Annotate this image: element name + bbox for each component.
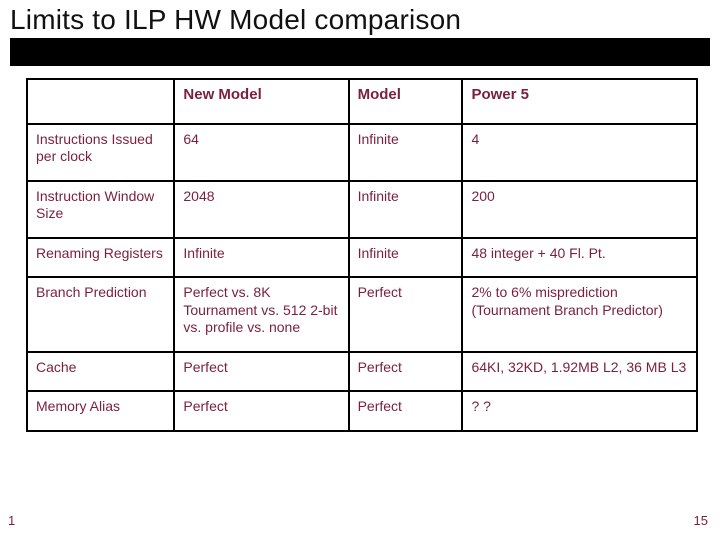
col-header-model: Model xyxy=(349,79,463,124)
cell: 200 xyxy=(462,181,697,238)
cell: 2048 xyxy=(174,181,348,238)
col-header-power5: Power 5 xyxy=(462,79,697,124)
col-header-new-model: New Model xyxy=(174,79,348,124)
cell: Perfect xyxy=(174,391,348,431)
table-row: Instruction Window Size 2048 Infinite 20… xyxy=(27,181,697,238)
row-label: Cache xyxy=(27,352,174,392)
row-label: Memory Alias xyxy=(27,391,174,431)
cell: 64 xyxy=(174,124,348,181)
cell: Perfect xyxy=(349,391,463,431)
cell: 2% to 6% misprediction (Tournament Branc… xyxy=(462,277,697,352)
title-area: Limits to ILP HW Model comparison xyxy=(0,0,720,66)
table-row: Instructions Issued per clock 64 Infinit… xyxy=(27,124,697,181)
cell: 64KI, 32KD, 1.92MB L2, 36 MB L3 xyxy=(462,352,697,392)
table-row: Renaming Registers Infinite Infinite 48 … xyxy=(27,238,697,278)
cell: Infinite xyxy=(349,181,463,238)
cell: 4 xyxy=(462,124,697,181)
comparison-table: New Model Model Power 5 Instructions Iss… xyxy=(26,78,698,432)
cell: Infinite xyxy=(349,124,463,181)
cell: Infinite xyxy=(174,238,348,278)
comparison-table-wrap: New Model Model Power 5 Instructions Iss… xyxy=(0,66,720,432)
page-title: Limits to ILP HW Model comparison xyxy=(10,4,710,38)
row-label: Renaming Registers xyxy=(27,238,174,278)
cell: Infinite xyxy=(349,238,463,278)
col-header-blank xyxy=(27,79,174,124)
cell: Perfect xyxy=(349,352,463,392)
title-underline-bar xyxy=(10,38,710,66)
slide: Limits to ILP HW Model comparison New Mo… xyxy=(0,0,720,540)
cell: Perfect xyxy=(174,352,348,392)
footer-left: 1 xyxy=(8,513,15,528)
table-row: Branch Prediction Perfect vs. 8K Tournam… xyxy=(27,277,697,352)
row-label: Branch Prediction xyxy=(27,277,174,352)
table-row: Cache Perfect Perfect 64KI, 32KD, 1.92MB… xyxy=(27,352,697,392)
footer-page-number: 15 xyxy=(694,513,708,528)
table-row: Memory Alias Perfect Perfect ? ? xyxy=(27,391,697,431)
cell: ? ? xyxy=(462,391,697,431)
cell: 48 integer + 40 Fl. Pt. xyxy=(462,238,697,278)
cell: Perfect vs. 8K Tournament vs. 512 2-bit … xyxy=(174,277,348,352)
row-label: Instruction Window Size xyxy=(27,181,174,238)
cell: Perfect xyxy=(349,277,463,352)
table-header-row: New Model Model Power 5 xyxy=(27,79,697,124)
row-label: Instructions Issued per clock xyxy=(27,124,174,181)
